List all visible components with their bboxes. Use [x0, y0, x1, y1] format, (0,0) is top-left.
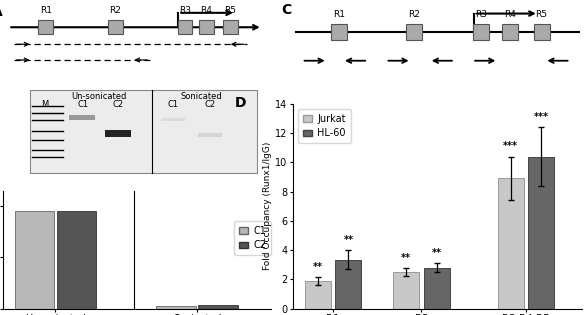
Bar — [30, 90, 257, 173]
Text: **: ** — [401, 253, 411, 263]
Text: **: ** — [313, 262, 323, 272]
Text: R1: R1 — [333, 10, 345, 19]
Text: C1: C1 — [167, 100, 178, 109]
Bar — [393, 272, 419, 309]
Bar — [528, 157, 554, 309]
Text: C2: C2 — [112, 100, 123, 109]
Bar — [305, 281, 331, 309]
Bar — [424, 268, 450, 309]
Text: M: M — [41, 100, 48, 109]
Bar — [156, 306, 196, 309]
Legend: C1, C2: C1, C2 — [234, 221, 271, 255]
Bar — [178, 20, 192, 34]
Bar — [198, 133, 222, 137]
Text: A: A — [0, 5, 3, 19]
Bar — [331, 24, 347, 40]
Bar — [57, 211, 96, 309]
Text: **: ** — [432, 248, 442, 258]
Bar — [497, 179, 524, 309]
Bar — [199, 20, 214, 34]
Bar — [108, 20, 123, 34]
Text: R3: R3 — [475, 10, 487, 19]
Bar — [502, 24, 518, 40]
Text: C: C — [281, 3, 291, 17]
Text: R2: R2 — [109, 6, 121, 15]
Bar — [161, 118, 185, 121]
Y-axis label: Fold Occupancy (Runx1/IgG): Fold Occupancy (Runx1/IgG) — [263, 142, 272, 271]
Text: C1: C1 — [78, 100, 89, 109]
Text: ***: *** — [534, 112, 549, 122]
Bar — [105, 130, 132, 137]
Text: D: D — [235, 96, 247, 110]
Bar — [68, 115, 95, 120]
Bar — [534, 24, 549, 40]
Text: ***: *** — [503, 141, 518, 152]
Bar — [407, 24, 422, 40]
Bar — [223, 20, 238, 34]
Bar — [198, 305, 238, 309]
Text: R4: R4 — [201, 6, 212, 15]
Bar — [335, 260, 362, 309]
Legend: Jurkat, HL-60: Jurkat, HL-60 — [298, 109, 350, 143]
Text: R4: R4 — [504, 10, 516, 19]
Bar — [15, 211, 54, 309]
Text: R2: R2 — [408, 10, 420, 19]
Text: R1: R1 — [40, 6, 51, 15]
Text: Sonicated: Sonicated — [180, 92, 222, 101]
Text: R5: R5 — [225, 6, 236, 15]
Bar — [39, 20, 53, 34]
Text: R5: R5 — [536, 10, 548, 19]
Text: C2: C2 — [205, 100, 216, 109]
Text: Un-sonicated: Un-sonicated — [71, 92, 127, 101]
Text: R3: R3 — [179, 6, 191, 15]
Bar — [473, 24, 489, 40]
Text: **: ** — [343, 235, 353, 245]
